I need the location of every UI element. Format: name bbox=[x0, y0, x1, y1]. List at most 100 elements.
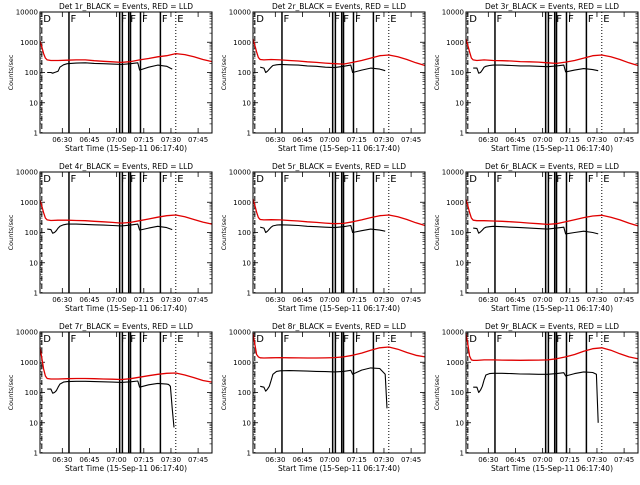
flag-label: F bbox=[355, 174, 361, 185]
flag-label: E bbox=[390, 174, 396, 185]
y-tick-label: 10000 bbox=[442, 329, 464, 337]
lld-series-line bbox=[39, 199, 213, 225]
x-tick-label: 07:30 bbox=[161, 296, 181, 304]
x-tick-label: 06:45 bbox=[505, 296, 525, 304]
flag-label: E bbox=[603, 174, 609, 185]
flag-label: F bbox=[283, 174, 289, 185]
x-tick-label: 07:15 bbox=[134, 456, 154, 464]
x-tick-label: 07:00 bbox=[320, 136, 340, 144]
x-tick-label: 07:00 bbox=[533, 136, 553, 144]
y-tick-label: 100 bbox=[451, 389, 464, 397]
x-tick-label: 06:45 bbox=[505, 136, 525, 144]
flag-label: F bbox=[121, 14, 127, 25]
x-tick-label: 07:00 bbox=[533, 296, 553, 304]
flag-label: F bbox=[343, 174, 349, 185]
flag-label: D bbox=[469, 334, 477, 345]
plot-frame bbox=[465, 11, 639, 134]
flag-label: E bbox=[390, 334, 396, 345]
flag-label: F bbox=[142, 14, 148, 25]
y-tick-label: 1000 bbox=[233, 39, 251, 47]
flag-label: F bbox=[283, 14, 289, 25]
events-series-line bbox=[473, 225, 599, 235]
flag-label: F bbox=[343, 14, 349, 25]
lld-series-line bbox=[39, 40, 213, 64]
flag-label: E bbox=[177, 334, 183, 345]
flag-label: F bbox=[130, 14, 136, 25]
flag-label: E bbox=[390, 14, 396, 25]
detector-panel: Det 7r_BLACK = Events, RED = LLD 1 10 100 10… bbox=[7, 322, 213, 473]
x-tick-label: 07:00 bbox=[320, 456, 340, 464]
x-tick-label: 07:30 bbox=[374, 456, 394, 464]
flag-label: F bbox=[334, 14, 340, 25]
lld-series-line bbox=[39, 347, 213, 383]
y-tick-label: 1 bbox=[34, 290, 38, 298]
panel-title: Det 4r_BLACK = Events, RED = LLD bbox=[59, 162, 193, 171]
flag-label: F bbox=[556, 334, 562, 345]
y-tick-label: 1000 bbox=[20, 359, 38, 367]
x-tick-label: 07:45 bbox=[614, 456, 634, 464]
y-tick-label: 100 bbox=[25, 69, 38, 77]
x-tick-label: 06:45 bbox=[292, 136, 312, 144]
y-axis-title: Counts/sec bbox=[433, 374, 441, 410]
panel-title: Det 3r_BLACK = Events, RED = LLD bbox=[485, 2, 619, 11]
flag-label: D bbox=[43, 14, 51, 25]
detector-panel: Det 9r_BLACK = Events, RED = LLD 1 10 100 10… bbox=[433, 322, 639, 473]
lld-series-line bbox=[252, 198, 426, 227]
x-axis-title: Start Time (15-Sep-11 06:17:40) bbox=[491, 304, 613, 313]
plot-frame bbox=[252, 331, 426, 454]
y-tick-label: 100 bbox=[238, 229, 251, 237]
y-tick-label: 10000 bbox=[442, 9, 464, 17]
flag-label: F bbox=[588, 334, 594, 345]
y-axis-title: Counts/sec bbox=[220, 54, 228, 90]
y-tick-label: 10000 bbox=[16, 9, 38, 17]
y-tick-label: 1000 bbox=[20, 39, 38, 47]
x-tick-label: 07:00 bbox=[320, 296, 340, 304]
y-axis-title: Counts/sec bbox=[433, 214, 441, 250]
y-axis-title: Counts/sec bbox=[7, 374, 15, 410]
flag-label: F bbox=[70, 14, 76, 25]
flag-label: D bbox=[43, 334, 51, 345]
y-tick-label: 100 bbox=[451, 229, 464, 237]
flag-label: F bbox=[162, 14, 168, 25]
x-tick-label: 06:45 bbox=[292, 296, 312, 304]
x-tick-label: 07:30 bbox=[374, 136, 394, 144]
y-tick-label: 1 bbox=[247, 290, 251, 298]
events-series-line bbox=[47, 62, 173, 74]
y-tick-label: 10000 bbox=[229, 9, 251, 17]
panel-title: Det 1r_BLACK = Events, RED = LLD bbox=[59, 2, 193, 11]
y-tick-label: 10 bbox=[455, 259, 464, 267]
flag-label: F bbox=[334, 174, 340, 185]
lld-series-line bbox=[465, 199, 639, 227]
lld-series-line bbox=[465, 38, 639, 67]
flag-label: F bbox=[355, 334, 361, 345]
y-tick-label: 1 bbox=[247, 450, 251, 458]
panel-title: Det 6r_BLACK = Events, RED = LLD bbox=[485, 162, 619, 171]
lld-series-line bbox=[252, 333, 426, 359]
y-axis-title: Counts/sec bbox=[433, 54, 441, 90]
detector-panel: Det 1r_BLACK = Events, RED = LLD 1 10 100 10… bbox=[7, 2, 213, 153]
y-tick-label: 1 bbox=[460, 450, 464, 458]
flag-label: D bbox=[256, 14, 264, 25]
flag-label: F bbox=[70, 334, 76, 345]
panel-title: Det 7r_BLACK = Events, RED = LLD bbox=[59, 322, 193, 331]
x-tick-label: 06:45 bbox=[79, 296, 99, 304]
flag-label: F bbox=[588, 174, 594, 185]
y-tick-label: 100 bbox=[25, 389, 38, 397]
flag-label: D bbox=[256, 174, 264, 185]
flag-label: E bbox=[177, 174, 183, 185]
flag-label: F bbox=[568, 14, 574, 25]
x-tick-label: 07:15 bbox=[347, 296, 367, 304]
lld-series-line bbox=[252, 38, 426, 67]
x-tick-label: 07:15 bbox=[134, 136, 154, 144]
detector-panel: Det 5r_BLACK = Events, RED = LLD 1 10 100 10… bbox=[220, 162, 426, 313]
x-tick-label: 07:30 bbox=[374, 296, 394, 304]
flag-label: F bbox=[568, 174, 574, 185]
x-tick-label: 07:00 bbox=[107, 456, 127, 464]
y-tick-label: 1000 bbox=[20, 199, 38, 207]
flag-label: F bbox=[130, 174, 136, 185]
x-axis-title: Start Time (15-Sep-11 06:17:40) bbox=[65, 464, 187, 473]
y-axis-title: Counts/sec bbox=[220, 214, 228, 250]
plot-frame bbox=[465, 171, 639, 294]
